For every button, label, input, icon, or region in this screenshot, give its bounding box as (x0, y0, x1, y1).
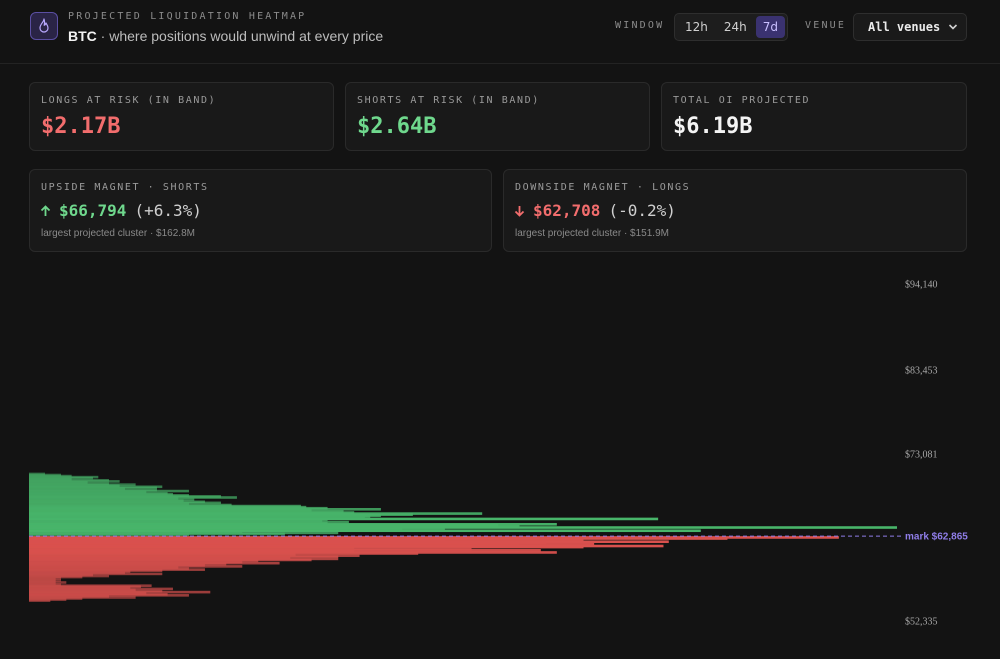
longs-bar (29, 572, 163, 576)
venue-value: All venues (868, 20, 941, 34)
magnet-pct: (+6.3%) (134, 201, 202, 220)
flame-icon (30, 12, 58, 40)
magnet-value: $62,708 (-0.2%) (514, 201, 676, 220)
magnet-pct: (-0.2%) (608, 201, 676, 220)
window-option-24h[interactable]: 24h (723, 20, 747, 34)
magnet-label: UPSIDE MAGNET · SHORTS (41, 182, 209, 193)
shorts-bar (29, 472, 45, 476)
arrow-down-icon (514, 205, 525, 217)
y-tick-label: $94,140 (905, 280, 938, 291)
asset-symbol: BTC (68, 28, 97, 44)
longs-bar (29, 599, 51, 602)
stat-value: $6.19B (673, 114, 753, 139)
stat-label: LONGS AT RISK (IN BAND) (41, 95, 217, 106)
magnet-card-downside: DOWNSIDE MAGNET · LONGS $62,708 (-0.2%) … (503, 169, 967, 252)
window-label: WINDOW (615, 20, 665, 31)
y-tick-label: $73,081 (905, 449, 938, 460)
y-tick-label: $83,453 (905, 366, 938, 377)
chevron-down-icon (948, 24, 958, 30)
stat-value: $2.64B (357, 114, 437, 139)
heatmap-svg: mark $62,865 $94,140 $83,453 $73,081 $52,335 (29, 280, 968, 628)
stat-value: $2.17B (41, 114, 121, 139)
title-description: · where positions would unwind at every … (96, 28, 384, 44)
stat-card-shorts: SHORTS AT RISK (IN BAND) $2.64B (345, 82, 650, 151)
magnet-price: $66,794 (59, 201, 127, 220)
stat-label: TOTAL OI PROJECTED (673, 95, 811, 106)
stat-label: SHORTS AT RISK (IN BAND) (357, 95, 540, 106)
magnet-value: $66,794 (+6.3%) (40, 201, 202, 220)
magnet-price: $62,708 (533, 201, 601, 220)
liquidation-heatmap-chart: mark $62,865 $94,140 $83,453 $73,081 $52,335 (0, 262, 1000, 659)
arrow-up-icon (40, 204, 51, 216)
venue-select[interactable]: All venues (853, 13, 967, 41)
window-selector: 12h 24h 7d (674, 13, 788, 41)
header: PROJECTED LIQUIDATION HEATMAP BTC · wher… (0, 0, 1000, 64)
window-option-12h[interactable]: 12h (685, 20, 708, 34)
magnet-sub: largest projected cluster · $151.9M (515, 228, 669, 239)
venue-label: VENUE (805, 20, 847, 31)
magnet-sub: largest projected cluster · $162.8M (41, 228, 195, 239)
window-option-7d[interactable]: 7d (755, 16, 786, 38)
eyebrow: PROJECTED LIQUIDATION HEATMAP (68, 11, 307, 22)
mark-price-label: mark $62,865 (905, 532, 968, 543)
magnet-card-upside: UPSIDE MAGNET · SHORTS $66,794 (+6.3%) l… (29, 169, 492, 252)
y-tick-label: $52,335 (905, 617, 938, 628)
magnet-label: DOWNSIDE MAGNET · LONGS (515, 182, 691, 193)
stat-card-total-oi: TOTAL OI PROJECTED $6.19B (661, 82, 967, 151)
stat-card-longs: LONGS AT RISK (IN BAND) $2.17B (29, 82, 334, 151)
page-title: BTC · where positions would unwind at ev… (68, 28, 383, 44)
